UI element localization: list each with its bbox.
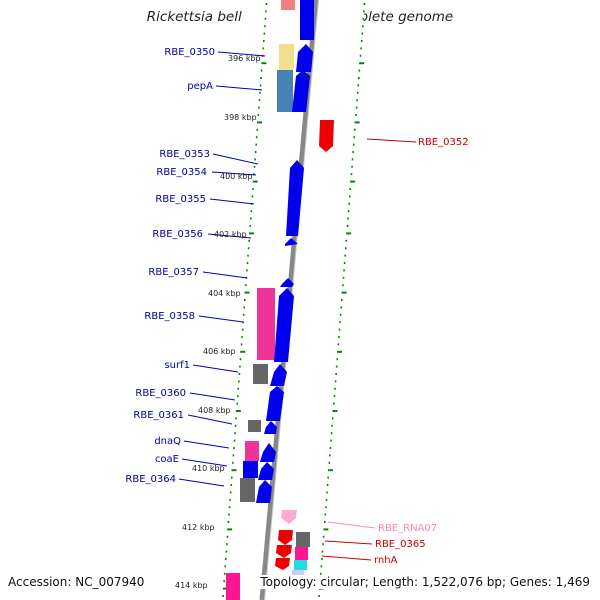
gene-label: coaE [155,454,179,465]
kbp-tick-tracks [222,3,366,597]
gene-feature [280,278,294,287]
cog-box [294,560,307,570]
kbp-label: 410 kbp [192,464,225,473]
kbp-label: 412 kbp [182,523,215,532]
kbp-label: 414 kbp [175,581,208,590]
kbp-label: 400 kbp [220,172,253,181]
map-band [225,0,365,600]
gene-feature [258,462,274,480]
kbp-label: 404 kbp [208,289,241,298]
gene-label: RBE_0365 [375,539,426,550]
cog-box [277,70,293,112]
gene-feature [296,44,313,72]
cog-boxes [226,0,310,600]
rna-gene-feature [281,510,297,524]
cog-box [257,288,275,360]
gene-label: dnaQ [154,436,181,447]
cog-box [240,478,255,502]
forward-genes [256,0,314,503]
right-leader-lines [321,138,417,561]
gene-feature [292,70,310,112]
gene-feature [264,421,277,434]
gene-feature [266,386,284,421]
gene-label: RBE_0360 [135,388,186,399]
kbp-label: 402 kbp [214,230,247,239]
gene-label: RBE_0355 [155,194,206,205]
cog-box [295,547,308,560]
gene-label: RBE_0353 [159,149,210,160]
gene-label: RBE_0361 [133,410,184,421]
gene-feature [300,0,314,40]
gene-feature [260,443,276,462]
gene-label: RBE_0356 [152,229,203,240]
gene-feature [285,238,298,246]
gene-feature [270,364,287,386]
reverse-genes [275,120,334,570]
cog-box [279,44,294,70]
gene-label: surf1 [164,360,190,371]
accession-text: Accession: NC_007940 [8,575,145,589]
kbp-label: 396 kbp [228,54,261,63]
gene-label: RBE_0357 [148,267,199,278]
cog-box [253,364,268,384]
cog-box [248,420,261,432]
gene-label: RBE_0350 [164,47,215,58]
gene-label: RBE_RNA07 [378,523,437,534]
gene-feature [319,120,334,152]
gene-label: RBE_0364 [125,474,176,485]
left-leader-lines [178,51,266,487]
gene-label: rnhA [374,555,398,566]
kbp-label: 408 kbp [198,406,231,415]
gene-feature [286,160,304,236]
gene-feature [275,558,290,570]
gene-label: RBE_0358 [144,311,195,322]
gene-feature [276,545,292,558]
kbp-label: 406 kbp [203,347,236,356]
gene-feature [256,480,272,503]
gene-feature [274,288,294,362]
cog-box [243,461,258,478]
gene-label: RBE_0352 [418,137,469,148]
cog-box [281,0,295,10]
gene-label: pepA [187,81,213,92]
cog-box [296,532,310,547]
kbp-label: 398 kbp [224,113,257,122]
gene-label: RBE_0354 [156,167,207,178]
cog-box [226,573,240,600]
topology-text: Topology: circular; Length: 1,522,076 bp… [260,575,590,589]
cog-box [245,441,259,461]
gene-feature [278,530,293,545]
